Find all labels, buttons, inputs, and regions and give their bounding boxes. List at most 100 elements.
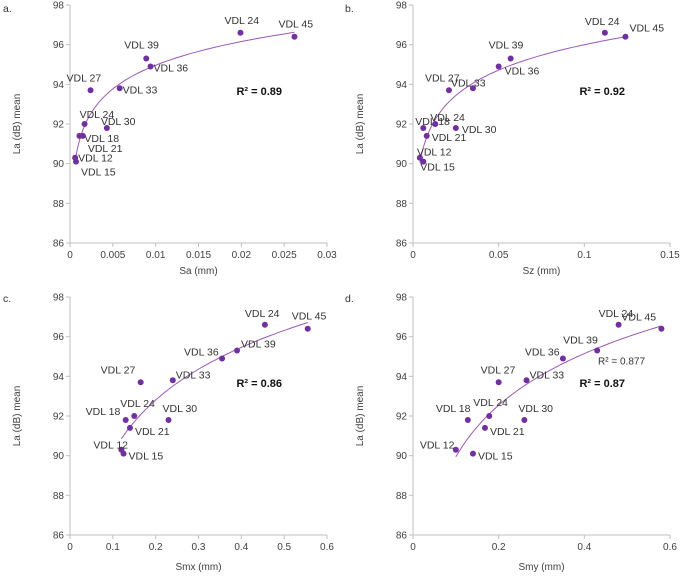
trendline	[120, 322, 308, 440]
point-label: VDL 27	[101, 364, 136, 376]
data-point	[261, 321, 268, 328]
point-label: VDL 18	[436, 403, 471, 415]
point-label: VDL 24	[224, 15, 259, 27]
x-tick-label: 0.025	[272, 250, 297, 261]
data-point	[622, 33, 629, 40]
data-point	[87, 87, 94, 94]
point-label: VDL 21	[490, 426, 525, 438]
y-tick-label: 92	[396, 120, 408, 131]
x-tick-label: 0	[67, 542, 73, 553]
r-squared-annotation: R² = 0.86	[236, 378, 282, 390]
x-tick-label: 0.6	[663, 542, 677, 553]
x-axis-label: Sz (mm)	[523, 266, 561, 277]
data-point	[291, 33, 298, 40]
point-label: VDL 39	[124, 40, 159, 52]
point-label: VDL 27	[425, 72, 460, 84]
point-label: VDL 39	[489, 40, 524, 52]
y-tick-label: 90	[53, 159, 65, 170]
chart-panel-4: 86 88 90 92 94 96 98 0 0.2 0.4 0.6 Smy (mm) La (dB) …	[345, 293, 677, 574]
y-tick-label: 98	[396, 293, 408, 304]
point-label: VDL 12	[417, 147, 452, 159]
point-label: VDL 24	[245, 308, 280, 320]
data-point	[452, 124, 459, 131]
trendline	[455, 325, 662, 458]
data-point	[445, 87, 452, 94]
y-tick-label: 98	[53, 293, 65, 304]
point-label: VDL 18	[86, 406, 121, 418]
point-label: VDL 45	[621, 312, 656, 324]
data-point	[615, 321, 622, 328]
trendline	[74, 31, 295, 162]
data-point	[481, 424, 488, 431]
point-label: VDL 24	[430, 112, 465, 124]
point-label: VDL 39	[241, 339, 276, 351]
point-label: VDL 30	[101, 116, 136, 128]
data-point	[559, 355, 566, 362]
y-tick-label: 88	[396, 199, 408, 210]
x-tick-label: 0.1	[577, 250, 591, 261]
data-point	[523, 377, 530, 384]
data-point	[658, 325, 665, 332]
panel-label: a.	[3, 3, 12, 15]
point-label: VDL 21	[135, 426, 170, 438]
point-label: VDL 33	[451, 77, 486, 89]
point-label: VDL 24	[120, 398, 155, 410]
point-label: VDL 27	[67, 72, 102, 84]
point-label: VDL 45	[292, 311, 327, 323]
data-point	[416, 154, 423, 161]
data-point	[432, 121, 439, 127]
data-point	[72, 158, 79, 165]
y-tick-label: 88	[53, 491, 65, 502]
x-tick-label: 0.1	[106, 542, 120, 553]
panel-label: b.	[345, 3, 354, 15]
y-tick-label: 94	[396, 80, 408, 91]
x-tick-label: 0	[67, 250, 73, 261]
x-tick-label: 0	[410, 250, 416, 261]
x-tick-label: 0.15	[660, 250, 680, 261]
y-tick-label: 98	[396, 1, 408, 12]
r-squared-annotation: R² = 0.89	[236, 86, 282, 98]
point-label: VDL 15	[81, 167, 116, 179]
point-label: VDL 36	[505, 65, 540, 77]
y-tick-label: 96	[396, 332, 408, 343]
x-tick-label: 0.2	[149, 542, 163, 553]
x-tick-label: 0.03	[317, 250, 337, 261]
data-point	[103, 124, 110, 131]
data-point	[420, 158, 427, 165]
point-label: VDL 30	[163, 403, 198, 415]
point-label: VDL 15	[478, 451, 513, 463]
y-tick-label: 90	[396, 451, 408, 462]
y-tick-label: 86	[53, 531, 65, 542]
chart-panel-3: 86 88 90 92 94 96 98 0 0.1 0.2 0.3 0.4 0.5 0.6 Smx (mm…	[3, 293, 334, 574]
data-point	[495, 63, 502, 70]
data-point	[79, 132, 86, 139]
data-point	[143, 55, 150, 62]
point-label: VDL 15	[129, 451, 164, 463]
x-tick-label: 0.4	[577, 542, 591, 553]
y-tick-label: 90	[396, 159, 408, 170]
panel-label: d.	[345, 293, 354, 305]
point-label: VDL 36	[154, 62, 189, 74]
y-tick-label: 96	[396, 40, 408, 51]
x-axis-label: Smx (mm)	[175, 562, 221, 573]
data-point	[420, 124, 427, 131]
data-point	[234, 347, 241, 354]
y-tick-label: 90	[53, 451, 65, 462]
data-point	[486, 413, 493, 419]
x-tick-label: 0.4	[234, 542, 248, 553]
x-tick-label: 0.01	[146, 250, 166, 261]
y-axis-label: La (dB) mean	[12, 386, 23, 447]
data-point	[521, 416, 528, 423]
data-point	[469, 85, 476, 92]
y-tick-label: 88	[396, 491, 408, 502]
chart-panel-1: 86 88 90 92 94 96 98 0 0.005 0.01 0.015 0.02 0.025 0.…	[3, 1, 337, 278]
y-tick-label: 96	[53, 332, 65, 343]
trendline	[419, 36, 626, 163]
data-point	[116, 85, 123, 92]
point-label: VDL 45	[629, 23, 664, 35]
data-point	[423, 132, 430, 139]
y-tick-label: 94	[396, 372, 408, 383]
y-axis-label: La (dB) mean	[12, 94, 23, 155]
x-tick-label: 0.2	[492, 542, 506, 553]
